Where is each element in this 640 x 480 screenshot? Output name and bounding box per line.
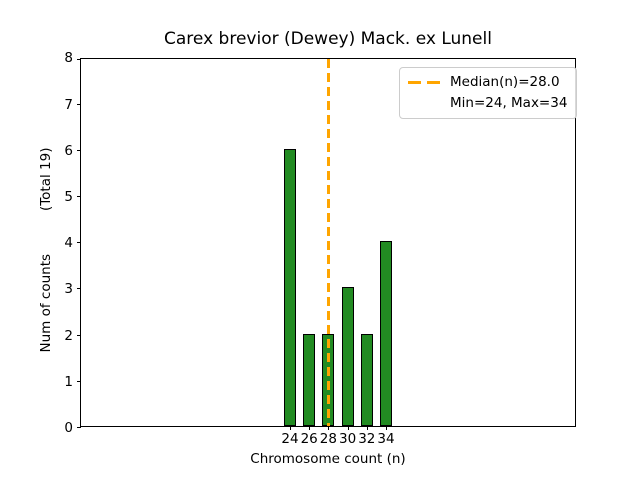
y-axis-label: Num of counts (Total 19) bbox=[38, 147, 54, 353]
y-tick-label: 4 bbox=[64, 235, 73, 252]
y-tick-label: 2 bbox=[64, 327, 73, 344]
bar-n24 bbox=[284, 148, 296, 426]
y-tick bbox=[77, 334, 81, 336]
y-tick bbox=[77, 427, 81, 428]
legend-row-minmax: Min=24, Max=34 bbox=[408, 93, 567, 114]
x-tick-label: 32 bbox=[358, 431, 376, 447]
bar-n32 bbox=[360, 333, 373, 426]
x-tick bbox=[309, 426, 311, 430]
legend: Median(n)=28.0 Min=24, Max=34 bbox=[399, 67, 578, 119]
x-tick-label: 24 bbox=[281, 431, 299, 447]
legend-median-label: Median(n)=28.0 bbox=[450, 74, 560, 90]
y-tick-label: 7 bbox=[64, 96, 73, 113]
y-tick-label: 0 bbox=[64, 420, 73, 436]
y-tick-label: 6 bbox=[64, 142, 73, 159]
y-tick-label: 8 bbox=[64, 50, 73, 67]
x-tick bbox=[328, 426, 330, 430]
y-tick bbox=[77, 380, 81, 382]
y-tick-label: 1 bbox=[64, 373, 73, 390]
y-tick-label: 5 bbox=[64, 189, 73, 205]
y-tick bbox=[77, 288, 81, 290]
bar-n26 bbox=[303, 333, 316, 426]
x-tick bbox=[290, 426, 291, 430]
y-tick bbox=[77, 196, 81, 197]
median-line bbox=[326, 59, 330, 426]
bar-n34 bbox=[380, 241, 392, 426]
y-tick bbox=[77, 103, 81, 105]
x-tick bbox=[386, 426, 387, 430]
x-tick-label: 30 bbox=[339, 431, 357, 447]
y-tick bbox=[77, 59, 81, 60]
chart-title: Carex brevior (Dewey) Mack. ex Lunell bbox=[164, 29, 492, 49]
y-tick bbox=[77, 242, 81, 244]
x-tick-label: 26 bbox=[300, 431, 318, 447]
x-tick-label: 34 bbox=[377, 431, 395, 447]
legend-row-median: Median(n)=28.0 bbox=[408, 72, 567, 93]
x-tick bbox=[366, 426, 368, 430]
x-tick-label: 28 bbox=[319, 431, 337, 447]
dashed-line-icon bbox=[408, 81, 440, 84]
x-tick bbox=[347, 426, 349, 430]
y-tick-label: 3 bbox=[64, 281, 73, 298]
bar-n30 bbox=[341, 287, 354, 426]
plot-area: Median(n)=28.0 Min=24, Max=34 24 26 28 30 32… bbox=[64, 51, 578, 446]
x-axis-label: Chromosome count (n) bbox=[250, 451, 406, 467]
legend-minmax-label: Min=24, Max=34 bbox=[450, 95, 568, 111]
y-tick bbox=[77, 149, 81, 151]
